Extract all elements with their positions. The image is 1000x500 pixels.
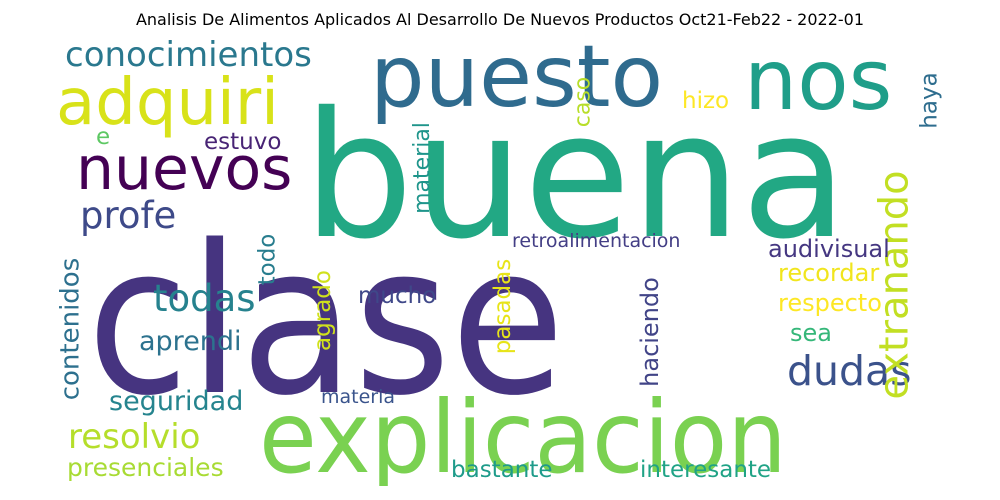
word-extranando: extranando xyxy=(871,170,918,400)
word-nos: nos xyxy=(744,38,893,129)
word-todas: todas xyxy=(153,277,256,320)
word-todo: todo xyxy=(254,233,281,286)
word-recordar: recordar xyxy=(778,259,880,287)
word-clase: clase xyxy=(87,201,565,441)
word-mucho: mucho xyxy=(358,283,437,309)
word-explicacion: explicacion xyxy=(259,379,787,487)
word-profe: profe xyxy=(80,194,177,237)
word-nuevos: nuevos xyxy=(76,134,293,204)
word-cloud: clase buena explicacion puesto nos adqui… xyxy=(50,38,950,486)
word-aprendi: aprendi xyxy=(139,326,242,357)
word-audivisual: audivisual xyxy=(768,235,890,263)
word-retroalimentacion: retroalimentacion xyxy=(512,230,681,252)
word-haya: haya xyxy=(916,72,943,129)
word-haciendo: haciendo xyxy=(635,277,664,387)
word-agrado: agrado xyxy=(309,270,336,351)
word-bastante: bastante xyxy=(451,457,553,483)
word-seguridad: seguridad xyxy=(109,386,244,417)
word-contenidos: contenidos xyxy=(55,257,86,401)
word-caso: caso xyxy=(570,76,596,128)
chart-title: Analisis De Alimentos Aplicados Al Desar… xyxy=(135,10,865,29)
word-pasadas: pasadas xyxy=(490,258,517,355)
word-sea: sea xyxy=(790,319,832,347)
word-respecto: respecto xyxy=(778,289,882,317)
word-buena: buena xyxy=(303,75,848,278)
word-dudas: dudas xyxy=(787,347,912,395)
word-materia: materia xyxy=(321,386,396,408)
word-resolvio: resolvio xyxy=(68,417,201,457)
word-hizo: hizo xyxy=(682,88,730,114)
word-estuvo: estuvo xyxy=(204,129,282,155)
word-interesante: interesante xyxy=(640,457,772,483)
word-presenciales: presenciales xyxy=(67,453,224,482)
word-puesto: puesto xyxy=(370,38,664,127)
word-adquiri: adquiri xyxy=(56,66,279,140)
word-conocimientos: conocimientos xyxy=(65,38,312,75)
word-material: material xyxy=(409,122,435,214)
word-e: e xyxy=(96,124,111,150)
